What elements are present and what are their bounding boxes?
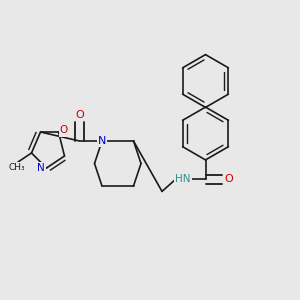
Text: O: O xyxy=(75,110,84,120)
Text: N: N xyxy=(37,163,45,173)
Text: N: N xyxy=(98,136,106,146)
Text: O: O xyxy=(60,125,68,136)
Text: HN: HN xyxy=(175,174,191,184)
Text: O: O xyxy=(224,174,233,184)
Text: CH₃: CH₃ xyxy=(8,163,25,172)
